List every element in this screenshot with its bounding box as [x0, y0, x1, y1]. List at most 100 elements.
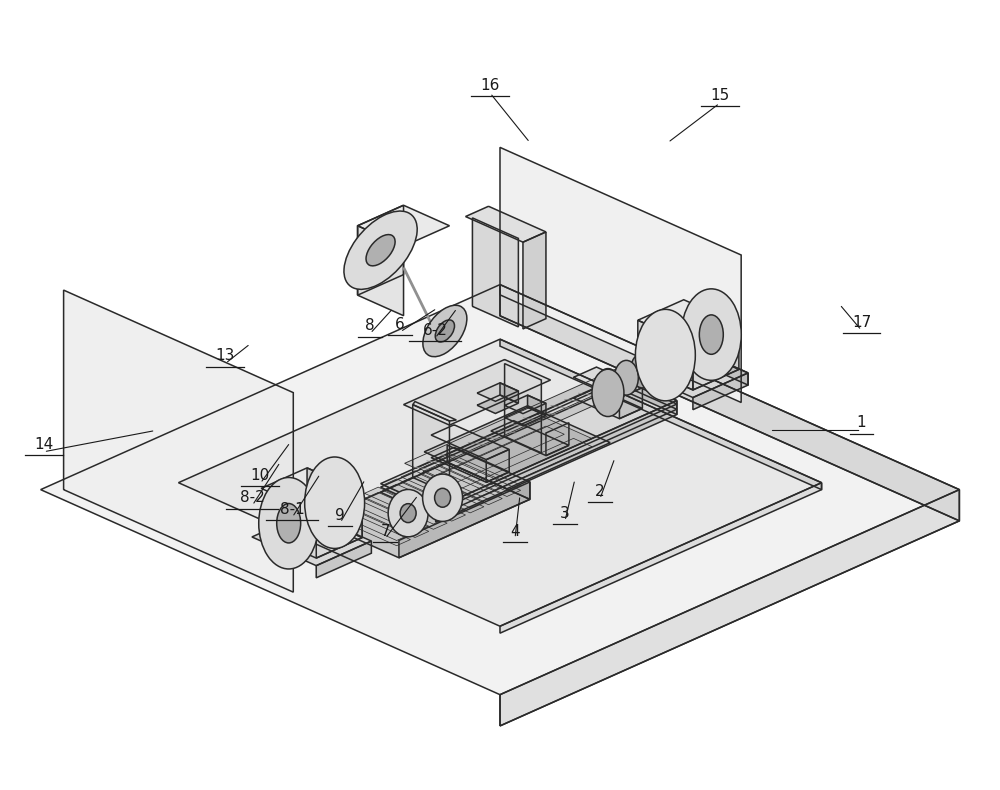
Ellipse shape	[366, 235, 395, 266]
Polygon shape	[638, 299, 739, 345]
Polygon shape	[638, 345, 739, 390]
Polygon shape	[41, 284, 959, 694]
Text: 7: 7	[380, 524, 390, 539]
Polygon shape	[500, 483, 822, 633]
Polygon shape	[528, 395, 546, 416]
Polygon shape	[431, 425, 509, 460]
Polygon shape	[328, 509, 410, 546]
Polygon shape	[413, 401, 456, 421]
Text: 8: 8	[365, 318, 375, 333]
Polygon shape	[381, 385, 677, 517]
Polygon shape	[500, 284, 959, 521]
Polygon shape	[307, 468, 362, 537]
Text: 2: 2	[595, 484, 605, 499]
Polygon shape	[629, 344, 748, 397]
Polygon shape	[477, 383, 518, 401]
Text: 6: 6	[395, 317, 405, 332]
Text: 16: 16	[480, 78, 500, 93]
Text: 14: 14	[34, 437, 53, 452]
Polygon shape	[358, 226, 404, 316]
Ellipse shape	[630, 353, 654, 388]
Polygon shape	[316, 541, 371, 577]
Polygon shape	[491, 421, 569, 456]
Polygon shape	[477, 395, 518, 413]
Polygon shape	[523, 232, 546, 329]
Polygon shape	[423, 374, 653, 476]
Text: 6-2: 6-2	[423, 323, 448, 338]
Text: 8-2: 8-2	[240, 491, 265, 506]
Polygon shape	[438, 460, 521, 496]
Ellipse shape	[435, 488, 451, 507]
Polygon shape	[693, 325, 739, 390]
Polygon shape	[424, 406, 610, 489]
Ellipse shape	[277, 503, 301, 543]
Polygon shape	[500, 148, 741, 402]
Polygon shape	[399, 482, 530, 558]
Polygon shape	[383, 479, 466, 516]
Polygon shape	[436, 401, 677, 522]
Polygon shape	[459, 438, 592, 498]
Polygon shape	[505, 363, 541, 453]
Polygon shape	[358, 205, 449, 246]
Polygon shape	[405, 366, 634, 468]
Polygon shape	[413, 404, 449, 494]
Polygon shape	[466, 206, 546, 243]
Polygon shape	[447, 445, 530, 499]
Ellipse shape	[699, 315, 723, 354]
Ellipse shape	[596, 369, 620, 403]
Ellipse shape	[259, 477, 319, 569]
Text: 3: 3	[560, 506, 570, 521]
Polygon shape	[404, 359, 551, 425]
Polygon shape	[420, 468, 502, 505]
Ellipse shape	[635, 310, 695, 401]
Polygon shape	[381, 379, 677, 512]
Polygon shape	[438, 454, 521, 491]
Polygon shape	[500, 490, 959, 726]
Polygon shape	[346, 495, 429, 532]
Polygon shape	[178, 339, 822, 626]
Polygon shape	[401, 476, 484, 513]
Polygon shape	[472, 218, 518, 327]
Polygon shape	[316, 492, 362, 558]
Polygon shape	[252, 513, 371, 566]
Ellipse shape	[614, 360, 638, 395]
Polygon shape	[383, 484, 466, 521]
Polygon shape	[573, 388, 642, 419]
Polygon shape	[486, 450, 509, 482]
Polygon shape	[505, 408, 546, 426]
Polygon shape	[445, 414, 592, 480]
Text: 9: 9	[335, 508, 345, 523]
Polygon shape	[693, 373, 748, 410]
Polygon shape	[431, 426, 564, 486]
Polygon shape	[364, 487, 447, 524]
Text: 8-1: 8-1	[280, 502, 305, 517]
Polygon shape	[401, 471, 484, 508]
Ellipse shape	[305, 457, 365, 548]
Polygon shape	[505, 395, 546, 414]
Text: 4: 4	[510, 524, 520, 539]
Polygon shape	[638, 320, 693, 390]
Polygon shape	[316, 462, 530, 558]
Text: 1: 1	[857, 416, 866, 431]
Polygon shape	[64, 290, 293, 592]
Polygon shape	[500, 339, 822, 490]
Ellipse shape	[435, 320, 454, 342]
Polygon shape	[261, 513, 362, 558]
Polygon shape	[622, 376, 677, 415]
Ellipse shape	[423, 474, 463, 521]
Text: 17: 17	[852, 315, 871, 330]
Polygon shape	[381, 376, 677, 508]
Ellipse shape	[344, 211, 417, 289]
Polygon shape	[619, 388, 642, 419]
Polygon shape	[684, 344, 748, 385]
Text: 10: 10	[251, 468, 270, 483]
Polygon shape	[431, 447, 509, 482]
Polygon shape	[346, 501, 429, 537]
Text: 15: 15	[710, 88, 729, 103]
Polygon shape	[261, 468, 362, 513]
Polygon shape	[573, 367, 642, 398]
Polygon shape	[358, 205, 404, 295]
Ellipse shape	[388, 490, 428, 536]
Ellipse shape	[592, 369, 624, 416]
Polygon shape	[420, 463, 502, 499]
